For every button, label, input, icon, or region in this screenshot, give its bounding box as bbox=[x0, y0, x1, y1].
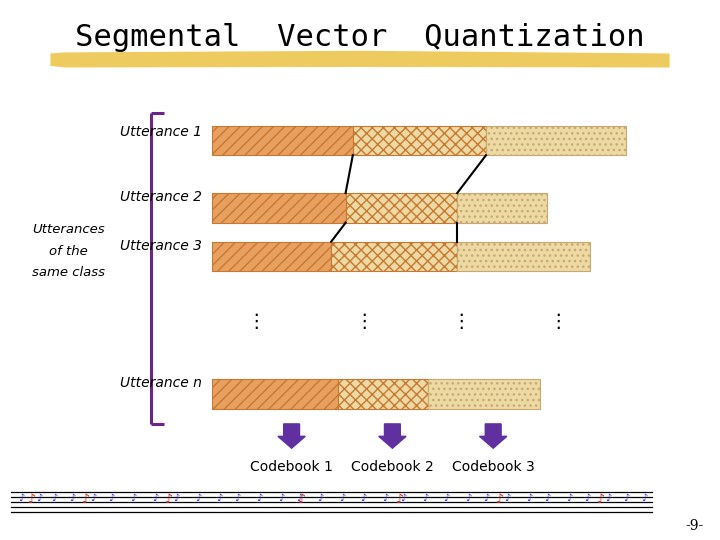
Text: ♪: ♪ bbox=[278, 493, 284, 503]
Text: ♪: ♪ bbox=[91, 493, 96, 503]
Text: Codebook 2: Codebook 2 bbox=[351, 460, 433, 474]
Text: ♪: ♪ bbox=[235, 493, 240, 503]
Text: ♪: ♪ bbox=[496, 493, 505, 506]
FancyArrow shape bbox=[480, 424, 507, 448]
Text: ♪: ♪ bbox=[526, 493, 532, 503]
Text: ♪: ♪ bbox=[624, 493, 629, 503]
Text: ♪: ♪ bbox=[28, 493, 37, 506]
Bar bbox=[457, 193, 547, 222]
Text: of the: of the bbox=[49, 245, 88, 258]
Text: ♪: ♪ bbox=[51, 493, 57, 503]
Text: ♪: ♪ bbox=[165, 493, 174, 506]
Text: ♪: ♪ bbox=[361, 493, 366, 503]
Text: ⋮: ⋮ bbox=[246, 312, 266, 331]
Bar bbox=[457, 242, 590, 271]
Bar bbox=[338, 379, 428, 409]
Text: ♪: ♪ bbox=[69, 493, 75, 503]
Text: ♪: ♪ bbox=[566, 493, 572, 503]
Text: Utterance 2: Utterance 2 bbox=[120, 190, 202, 204]
Text: ♪: ♪ bbox=[256, 493, 262, 503]
Text: ♪: ♪ bbox=[195, 493, 201, 503]
Text: ♪: ♪ bbox=[19, 493, 24, 503]
Bar bbox=[486, 125, 626, 156]
Text: Utterance 1: Utterance 1 bbox=[120, 125, 202, 139]
Bar bbox=[212, 193, 346, 222]
Text: ♪: ♪ bbox=[130, 493, 136, 503]
Text: ♪: ♪ bbox=[483, 493, 489, 503]
Text: same class: same class bbox=[32, 266, 105, 279]
Text: ♪: ♪ bbox=[395, 493, 404, 506]
Text: -9-: -9- bbox=[685, 519, 704, 534]
Bar bbox=[331, 242, 457, 271]
Text: ♪: ♪ bbox=[544, 493, 550, 503]
Text: ⋮: ⋮ bbox=[354, 312, 374, 331]
Bar bbox=[346, 193, 457, 222]
Text: ♪: ♪ bbox=[296, 493, 302, 503]
Text: ♪: ♪ bbox=[298, 493, 307, 506]
FancyArrow shape bbox=[278, 424, 305, 448]
Text: ♪: ♪ bbox=[465, 493, 471, 503]
Text: ♪: ♪ bbox=[174, 493, 179, 503]
FancyArrow shape bbox=[379, 424, 406, 448]
Text: Utterances: Utterances bbox=[32, 223, 104, 236]
Text: ♪: ♪ bbox=[109, 493, 114, 503]
Text: ♪: ♪ bbox=[505, 493, 510, 503]
Text: Utterance 3: Utterance 3 bbox=[120, 239, 202, 253]
Text: ♪: ♪ bbox=[37, 493, 42, 503]
Text: ⋮: ⋮ bbox=[451, 312, 471, 331]
Text: Codebook 3: Codebook 3 bbox=[452, 460, 534, 474]
Text: ♪: ♪ bbox=[606, 493, 611, 503]
Bar bbox=[212, 379, 338, 409]
Text: ♪: ♪ bbox=[584, 493, 590, 503]
Text: ♪: ♪ bbox=[400, 493, 406, 503]
Text: Utterance n: Utterance n bbox=[120, 376, 202, 390]
Text: ♪: ♪ bbox=[444, 493, 449, 503]
Text: ⋮: ⋮ bbox=[548, 312, 568, 331]
Text: ♪: ♪ bbox=[152, 493, 158, 503]
Bar bbox=[212, 242, 331, 271]
Text: Segmental  Vector  Quantization: Segmental Vector Quantization bbox=[75, 23, 645, 52]
Text: ♪: ♪ bbox=[339, 493, 345, 503]
Text: ♪: ♪ bbox=[318, 493, 323, 503]
Text: ♪: ♪ bbox=[597, 493, 606, 506]
Bar bbox=[212, 125, 353, 156]
Text: ♪: ♪ bbox=[642, 493, 647, 503]
Polygon shape bbox=[50, 51, 670, 68]
Text: Codebook 1: Codebook 1 bbox=[250, 460, 333, 474]
Bar bbox=[428, 379, 540, 409]
Text: ♪: ♪ bbox=[382, 493, 388, 503]
Text: ♪: ♪ bbox=[217, 493, 222, 503]
Text: ♪: ♪ bbox=[422, 493, 428, 503]
Bar bbox=[353, 125, 486, 156]
Text: ♪: ♪ bbox=[82, 493, 91, 506]
